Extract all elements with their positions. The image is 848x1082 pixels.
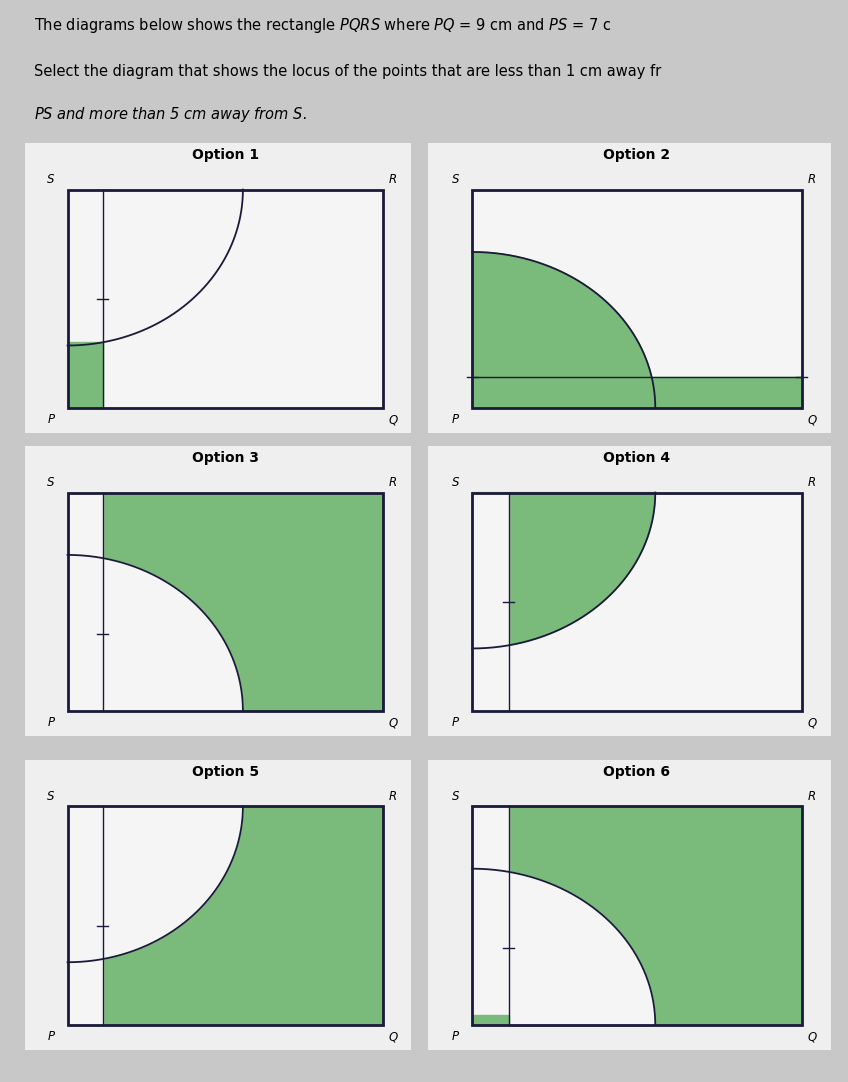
Text: P: P	[47, 1030, 55, 1043]
Polygon shape	[68, 492, 103, 711]
Text: Select the diagram that shows the locus of the points that are less than 1 cm aw: Select the diagram that shows the locus …	[34, 64, 661, 79]
Text: Q: Q	[807, 716, 817, 729]
Bar	[472, 189, 801, 408]
Polygon shape	[68, 806, 383, 1025]
Bar	[68, 806, 383, 1025]
FancyBboxPatch shape	[423, 441, 836, 740]
Text: R: R	[807, 173, 816, 186]
Text: The diagrams below shows the rectangle $PQRS$ where $PQ$ = 9 cm and $PS$ = 7 c: The diagrams below shows the rectangle $…	[34, 16, 611, 36]
Text: R: R	[388, 173, 397, 186]
Polygon shape	[68, 492, 383, 711]
FancyBboxPatch shape	[20, 755, 416, 1054]
Bar	[472, 492, 801, 711]
FancyBboxPatch shape	[423, 755, 836, 1054]
Text: S: S	[47, 476, 55, 489]
Text: Option 4: Option 4	[604, 451, 671, 465]
Polygon shape	[472, 1015, 509, 1025]
Bar	[472, 806, 801, 1025]
Polygon shape	[472, 492, 509, 711]
Text: S: S	[451, 790, 459, 803]
FancyBboxPatch shape	[20, 441, 416, 740]
FancyBboxPatch shape	[20, 138, 416, 437]
Text: Q: Q	[388, 1030, 398, 1043]
Bar	[68, 492, 383, 711]
Text: S: S	[47, 173, 55, 186]
Text: Q: Q	[388, 716, 398, 729]
Bar	[68, 189, 383, 408]
Text: Option 5: Option 5	[192, 765, 259, 779]
Polygon shape	[472, 252, 656, 408]
Polygon shape	[68, 342, 103, 408]
Text: $PS$ and more than 5 cm away from $S$.: $PS$ and more than 5 cm away from $S$.	[34, 105, 307, 123]
Polygon shape	[472, 806, 509, 1025]
Text: R: R	[388, 476, 397, 489]
Bar	[472, 189, 801, 408]
Bar	[472, 806, 801, 1025]
Text: Option 2: Option 2	[604, 148, 671, 162]
Bar	[68, 492, 383, 711]
Text: Option 3: Option 3	[192, 451, 259, 465]
FancyBboxPatch shape	[423, 138, 836, 437]
Text: Option 6: Option 6	[604, 765, 671, 779]
Text: P: P	[452, 1030, 459, 1043]
Text: Q: Q	[807, 1030, 817, 1043]
Text: R: R	[807, 790, 816, 803]
Text: S: S	[47, 790, 55, 803]
Text: S: S	[451, 173, 459, 186]
Text: P: P	[452, 716, 459, 729]
Text: R: R	[388, 790, 397, 803]
Text: R: R	[807, 476, 816, 489]
Bar	[68, 806, 383, 1025]
Polygon shape	[472, 869, 656, 1025]
Polygon shape	[68, 806, 103, 1025]
Polygon shape	[68, 806, 243, 962]
Text: Q: Q	[388, 413, 398, 426]
Text: P: P	[47, 413, 55, 426]
Text: P: P	[47, 716, 55, 729]
Polygon shape	[472, 492, 656, 648]
Text: Q: Q	[807, 413, 817, 426]
Text: Option 1: Option 1	[192, 148, 259, 162]
Bar	[68, 189, 383, 408]
Text: P: P	[452, 413, 459, 426]
Bar	[472, 492, 801, 711]
Polygon shape	[472, 377, 801, 408]
Polygon shape	[68, 555, 243, 711]
Text: S: S	[451, 476, 459, 489]
Polygon shape	[472, 806, 801, 1025]
